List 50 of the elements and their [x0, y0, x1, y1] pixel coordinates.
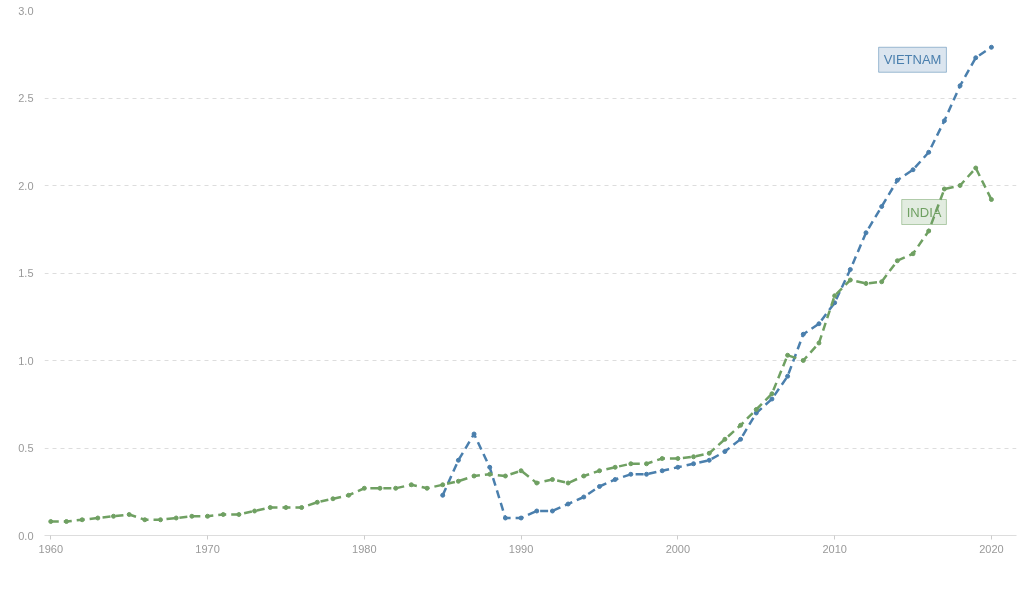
x-tick-label: 2010 [822, 542, 847, 555]
x-tick-label: 1980 [352, 542, 377, 555]
point [879, 204, 885, 209]
y-tick-label: 2.5 [18, 92, 34, 104]
point [738, 436, 744, 442]
series-label: INDIA [906, 204, 942, 220]
y-tick-label: 3.0 [18, 4, 34, 17]
point [534, 508, 540, 514]
point [628, 471, 634, 477]
point [612, 477, 618, 482]
point [487, 464, 493, 470]
y-tick-label: 1.5 [18, 267, 34, 279]
point [863, 230, 869, 236]
point [706, 457, 712, 463]
y-tick-label: 1.0 [18, 354, 34, 367]
x-tick-label: 1970 [195, 542, 220, 555]
point [596, 484, 602, 489]
y-tick-label: 0.5 [18, 442, 34, 454]
x-tick-label: 1990 [508, 542, 534, 555]
point [440, 492, 446, 498]
point [847, 267, 853, 272]
point [769, 396, 775, 402]
point [973, 55, 979, 61]
point [549, 508, 555, 514]
point [910, 167, 916, 173]
series-label: VIETNAM [883, 52, 942, 68]
point [894, 177, 900, 183]
point [785, 373, 791, 379]
y-tick-label: 2.0 [18, 179, 34, 192]
point [691, 461, 697, 467]
point [941, 118, 947, 124]
point [455, 457, 461, 463]
point [675, 464, 681, 470]
x-tick-label: 2000 [665, 542, 691, 555]
point [502, 515, 508, 521]
point [565, 501, 571, 507]
point [722, 449, 728, 454]
point [957, 83, 963, 89]
point [753, 410, 759, 416]
y-tick-label: 0.0 [18, 529, 34, 542]
point [988, 44, 994, 50]
point [800, 331, 806, 337]
point [581, 494, 587, 500]
x-tick-label: 1960 [38, 542, 64, 555]
point [644, 471, 650, 477]
point [518, 515, 524, 521]
point [816, 321, 822, 327]
x-tick-label: 2020 [979, 542, 1004, 555]
point [926, 149, 932, 155]
point [659, 468, 665, 474]
